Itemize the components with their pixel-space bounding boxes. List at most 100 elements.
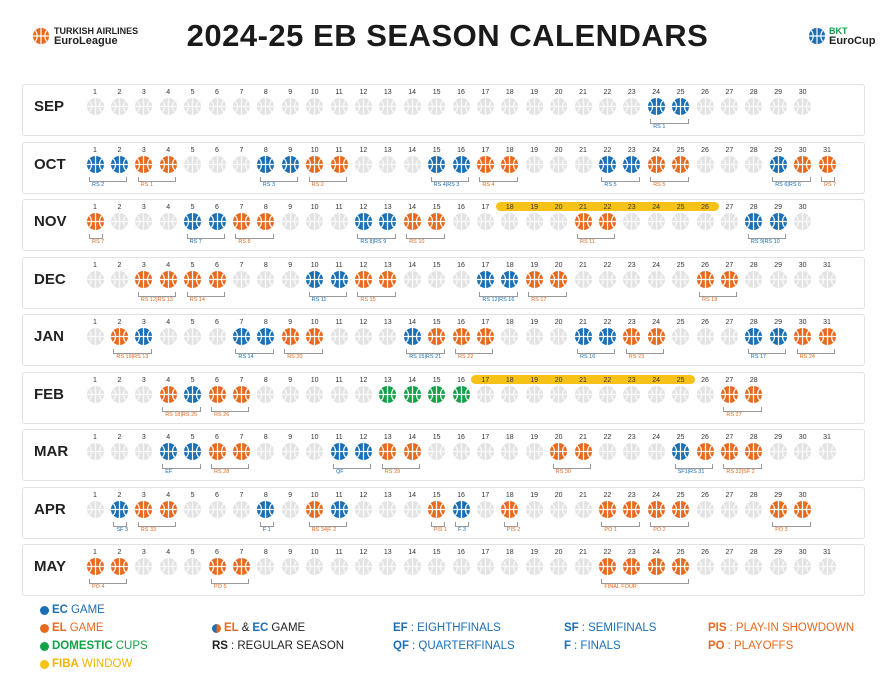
day-cell: 8 (256, 548, 276, 576)
annotation-bracket (601, 579, 689, 584)
empty-day-ball-icon (720, 155, 738, 173)
empty-day-ball-icon (159, 557, 177, 576)
fiba-window-bar (495, 202, 719, 211)
empty-day-ball-icon (550, 97, 568, 116)
ec-game-ball-icon (184, 212, 202, 231)
day-cell: 28 (744, 203, 764, 231)
round-annotation: PIS 1 (433, 526, 448, 533)
day-number: 29 (774, 491, 783, 499)
round-annotation: RS 33 (140, 526, 157, 533)
empty-day-ball-icon (257, 442, 275, 461)
empty-day-ball-icon (110, 442, 128, 461)
empty-day-ball-icon (501, 557, 519, 576)
empty-day-ball-icon (354, 557, 372, 576)
day-number: 6 (215, 146, 219, 154)
day-cell: 26 (695, 146, 715, 174)
el-game-ball-icon (574, 212, 592, 231)
day-cell: 18 (500, 88, 520, 116)
day-cell: 6 (207, 548, 227, 576)
empty-day-ball-icon (86, 385, 104, 403)
el-game-ball-icon (745, 442, 763, 461)
annotation-bracket (699, 291, 738, 297)
annotation-bracket (113, 349, 152, 354)
el-game-ball-icon (598, 212, 616, 231)
day-number: 20 (554, 434, 563, 441)
month-label: MAR (34, 443, 69, 460)
round-annotation: RS 14 (189, 296, 205, 303)
empty-day-ball-icon (281, 500, 299, 518)
day-number: 10 (310, 146, 319, 154)
day-cell: 24 (646, 433, 666, 461)
day-cell: 15 (427, 548, 447, 576)
day-cell: 9 (280, 203, 300, 231)
ec-game-ball-icon (379, 212, 397, 231)
el-game-ball-icon (428, 327, 446, 346)
empty-day-ball-icon (403, 155, 421, 173)
day-cell: 31 (817, 548, 837, 576)
day-cell: 11 (329, 203, 349, 231)
day-number: 7 (239, 549, 244, 556)
round-annotation: RS 19|RS 13 (116, 354, 149, 360)
day-cell: 4 (158, 88, 178, 116)
day-cell: 26 (695, 318, 715, 346)
day-cell: 7 (231, 491, 251, 519)
day-number: 21 (579, 434, 587, 441)
day-cell: 25 (671, 548, 691, 576)
day-number: 27 (725, 146, 734, 154)
day-cell: 22 (597, 318, 617, 346)
day-cell: 12 (353, 203, 373, 231)
day-cell: 10 (305, 318, 325, 346)
day-cell: 27 (719, 376, 739, 404)
day-number: 26 (701, 261, 709, 269)
day-number: 15 (432, 89, 441, 96)
day-cell: 13 (378, 376, 398, 404)
annotation-bracket (406, 234, 445, 239)
month-label: MAY (34, 558, 66, 575)
day-cell: 19 (524, 433, 544, 461)
annotation-bracket (333, 464, 372, 469)
empty-day-ball-icon (476, 500, 494, 518)
day-cell: 2 (109, 146, 129, 174)
empty-day-ball-icon (257, 385, 275, 403)
day-number: 14 (408, 261, 417, 269)
el-game-ball-icon (696, 442, 714, 461)
day-cell: 5 (183, 146, 203, 174)
day-number: 1 (93, 146, 97, 154)
day-number: 18 (505, 434, 514, 441)
el-game-ball-icon (452, 327, 470, 346)
day-cell: 28 (744, 88, 764, 116)
day-number: 3 (141, 204, 146, 211)
legend-pis: PIS: PLAY-IN SHOWDOWN (708, 622, 854, 634)
day-cell: 18 (500, 318, 520, 346)
round-annotation: RS 17 (750, 354, 767, 360)
round-annotation: RS 14 (238, 354, 254, 360)
annotation-bracket (259, 521, 274, 527)
empty-day-ball-icon (623, 442, 641, 461)
empty-day-ball-icon (794, 212, 812, 231)
day-cell: 27 (719, 261, 739, 289)
day-number: 4 (166, 319, 171, 326)
annotation-bracket (747, 349, 787, 354)
day-number: 19 (530, 376, 539, 384)
day-number: 28 (749, 491, 758, 499)
day-number: 3 (141, 146, 146, 154)
annotation-bracket (723, 406, 762, 412)
day-number: 7 (239, 89, 244, 96)
day-cell: 28 (744, 548, 764, 576)
day-cell: 6 (207, 261, 227, 289)
month-label: SEP (34, 98, 65, 115)
ec-game-ball-icon (598, 155, 616, 173)
el-game-ball-icon (159, 385, 177, 403)
day-number: 28 (749, 434, 758, 441)
annotation-bracket (308, 176, 347, 182)
day-cell: 27 (719, 88, 739, 116)
day-number: 22 (603, 549, 612, 556)
empty-day-ball-icon (525, 97, 543, 116)
day-number: 3 (141, 491, 146, 499)
annotation-bracket (235, 234, 274, 239)
round-annotation: QF (336, 469, 344, 475)
day-cell: 5 (183, 548, 203, 576)
empty-day-ball-icon (672, 385, 690, 403)
day-number: 3 (141, 319, 146, 326)
day-cell: 20 (549, 433, 569, 461)
